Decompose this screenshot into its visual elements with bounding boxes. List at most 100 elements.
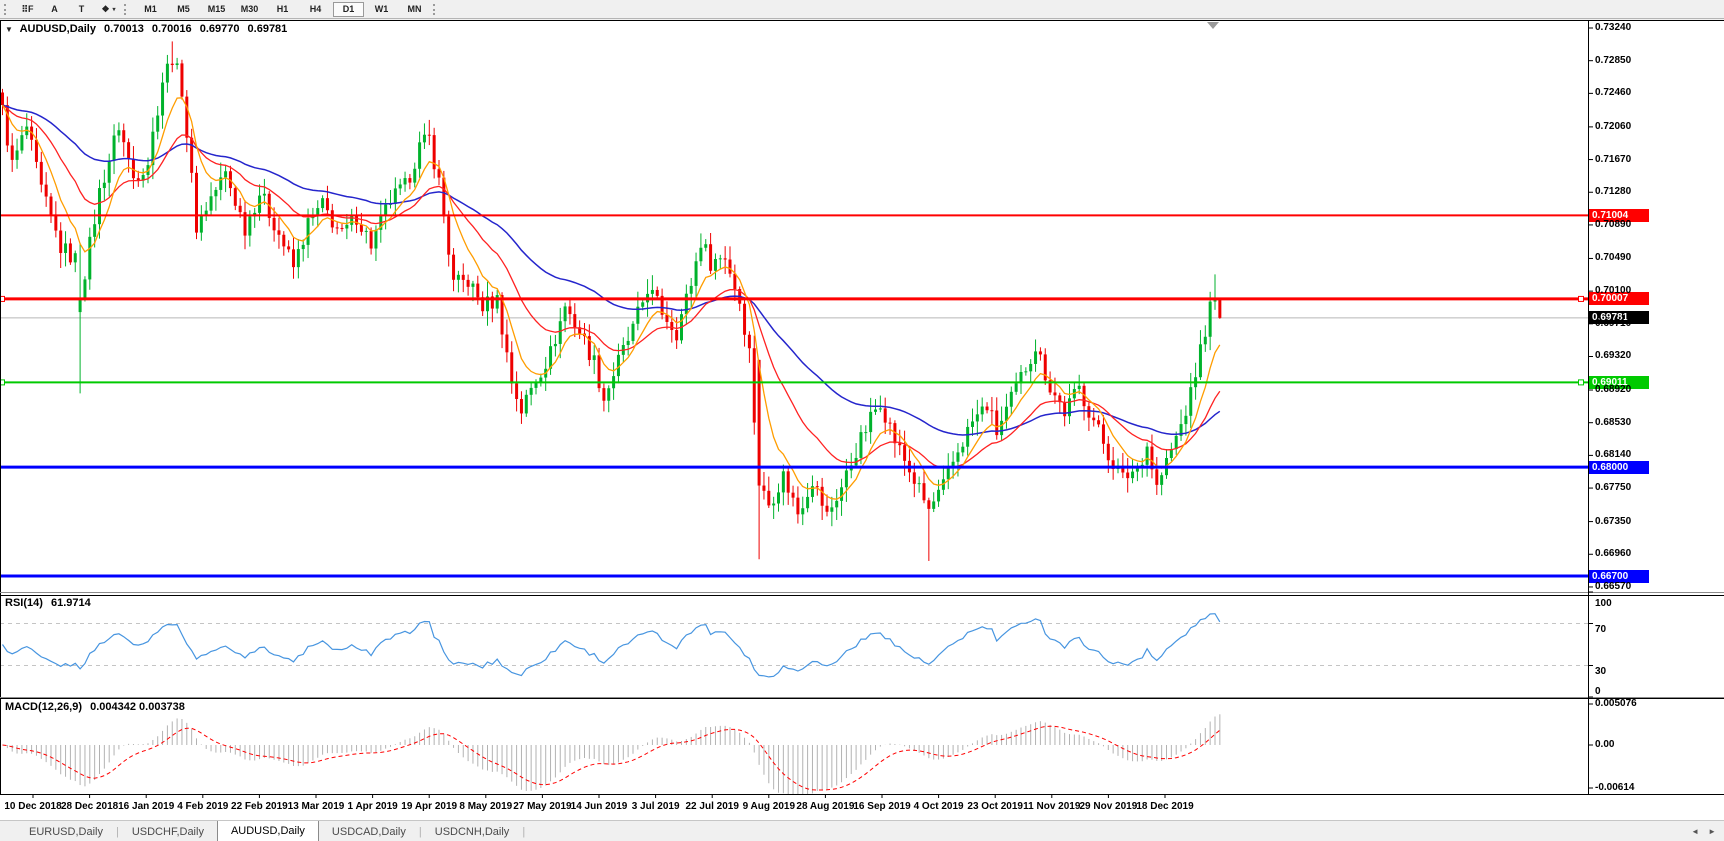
price-line-badge: 0.66700 [1589,569,1649,583]
date-axis-label: 13 Mar 2019 [287,801,345,812]
dropdown-caret-icon: ▾ [112,6,116,13]
macd-values: 0.004342 0.003738 [90,701,185,713]
price-axis-label: 0.68530 [1595,416,1632,428]
timeframe-button-h1[interactable]: H1 [276,4,289,14]
font-a-icon[interactable]: A [51,4,58,14]
toolbar-tools: ⠿F A T ❖ ▾ [14,2,122,17]
date-axis-label: 23 Oct 2019 [967,801,1023,812]
rsi-axis-label: 30 [1595,665,1607,677]
price-shift-marker-icon[interactable] [1207,22,1219,29]
tab-divider: | [522,825,526,838]
toolbar: ⠿F A T ❖ ▾ M1 M5 M15 M30 H1 H4 D1 W1 MN [0,0,1724,19]
timeframe-button-m1[interactable]: M1 [144,4,157,14]
date-axis-label: 4 Feb 2019 [177,801,229,812]
tab-usdcad[interactable]: USDCAD,Daily [331,825,406,838]
rsi-value: 61.9714 [50,597,91,609]
tab-scroll-left-icon[interactable]: ◄ [1691,827,1700,836]
date-axis-label: 8 May 2019 [459,801,513,812]
date-axis-label: 28 Aug 2019 [796,801,855,812]
price-line-badge: 0.69011 [1589,375,1649,389]
line-handle[interactable] [0,379,5,386]
timeframe-button-w1[interactable]: W1 [374,4,389,14]
toolbar-end-grip[interactable] [433,3,438,15]
candles [1,41,1222,561]
toolbar-grip[interactable] [4,3,9,15]
chart-canvas[interactable] [0,20,1724,820]
macd-indicator-label: MACD(12,26,9) 0.004342 0.003738 [5,701,190,713]
rsi-panel[interactable] [0,613,1588,678]
price-axis-label: 0.73240 [1595,22,1632,33]
current-price-badge: 0.69781 [1589,311,1649,325]
date-axis-label: 27 May 2019 [513,801,572,812]
rsi-name: RSI(14) [5,597,43,609]
date-axis-label: 22 Jul 2019 [685,801,739,812]
line-handle[interactable] [0,295,5,302]
date-axis-label: 4 Oct 2019 [913,801,964,812]
price-axis-label: 0.69320 [1595,350,1632,362]
rsi-axis-label: 70 [1595,623,1607,635]
price-axis-label: 0.71280 [1595,186,1632,198]
date-axis-label: 3 Jul 2019 [631,801,680,812]
tab-audusd[interactable]: AUDUSD,Daily [216,821,319,841]
tab-scroll-right-icon[interactable]: ► [1708,827,1716,836]
timeframe-button-h4[interactable]: H4 [309,4,322,14]
chart-title: ▼ AUDUSD,Daily 0.70013 0.70016 0.69770 0… [5,23,292,35]
moving-average-22 [2,104,1221,469]
text-box-icon[interactable]: T [78,4,85,14]
price-axis-label: 0.67750 [1595,482,1632,494]
price-axis-label: 0.70100 [1595,285,1632,297]
moving-average-8 [1,97,1221,500]
price-line-badge: 0.70007 [1589,292,1649,306]
timeframe-button-m15[interactable]: M15 [207,4,226,14]
timeframe-button-m5[interactable]: M5 [177,4,190,14]
macd-axis-label: 0.00 [1595,739,1615,750]
timeframe-button-m30[interactable]: M30 [240,4,259,14]
macd-axis-label: 0.005076 [1595,698,1637,709]
line-handle[interactable] [1578,379,1584,386]
timeframe-grip[interactable] [124,3,129,15]
date-axis-label: 16 Sep 2019 [853,801,911,812]
price-axis-label: 0.70890 [1595,218,1632,230]
rsi-axis-label: 100 [1595,598,1612,609]
main-price-panel[interactable] [0,41,1588,561]
ohlc-open: 0.70013 [104,23,144,35]
symbol-dropdown-icon[interactable]: ▼ [5,25,13,34]
date-axis-label: 28 Dec 2018 [60,801,119,812]
chart-tab-bar: EURUSD,Daily | USDCHF,Daily AUDUSD,Daily USD… [0,820,1724,841]
ohlc-high: 0.70016 [151,23,192,35]
macd-name: MACD(12,26,9) [5,701,83,713]
date-axis-label: 22 Feb 2019 [231,801,288,812]
macd-axis-label: -0.00614 [1595,782,1635,793]
rsi-axis-label: 0 [1595,686,1601,697]
chart-symbol-label: AUDUSD,Daily [19,23,96,35]
price-axis-label: 0.68140 [1595,449,1632,461]
price-axis-label: 0.66960 [1595,548,1632,560]
macd-panel[interactable] [2,714,1221,797]
price-axis-label: 0.67350 [1595,515,1632,527]
price-axis-label: 0.72460 [1595,87,1632,99]
ohlc-close: 0.69781 [247,23,288,35]
timeframe-button-mn[interactable]: MN [407,4,422,14]
moving-average-55 [2,104,1221,436]
price-axis-label: 0.70490 [1595,252,1632,264]
rsi-line [2,613,1221,678]
grid-f-icon[interactable]: ⠿F [21,3,34,14]
line-handle[interactable] [1578,295,1584,302]
ohlc-low: 0.69770 [199,23,240,35]
date-axis-label: 18 Dec 2019 [1136,801,1194,812]
timeframe-buttons: M1 M5 M15 M30 H1 H4 D1 W1 MN [134,1,431,17]
date-axis-label: 16 Jan 2019 [118,801,175,812]
price-line-badge: 0.68000 [1589,460,1649,474]
tab-eurusd[interactable]: EURUSD,Daily [29,825,103,838]
tab-usdcnh[interactable]: USDCNH,Daily [434,825,510,838]
date-axis-label: 11 Nov 2019 [1023,801,1081,812]
tab-divider: | [115,825,119,838]
arrows-objects-icon[interactable]: ❖ ▾ [101,3,116,14]
timeframe-button-d1[interactable]: D1 [333,1,364,17]
price-axis-label: 0.68920 [1595,384,1632,396]
chart-area[interactable]: 0.71004 0.70007 0.69011 0.68000 0.66700 0.697… [0,20,1724,820]
tabs: EURUSD,Daily | USDCHF,Daily AUDUSD,Daily USD… [16,821,525,841]
tab-usdchf[interactable]: USDCHF,Daily [131,825,204,838]
date-axis-label: 9 Aug 2019 [742,801,796,812]
